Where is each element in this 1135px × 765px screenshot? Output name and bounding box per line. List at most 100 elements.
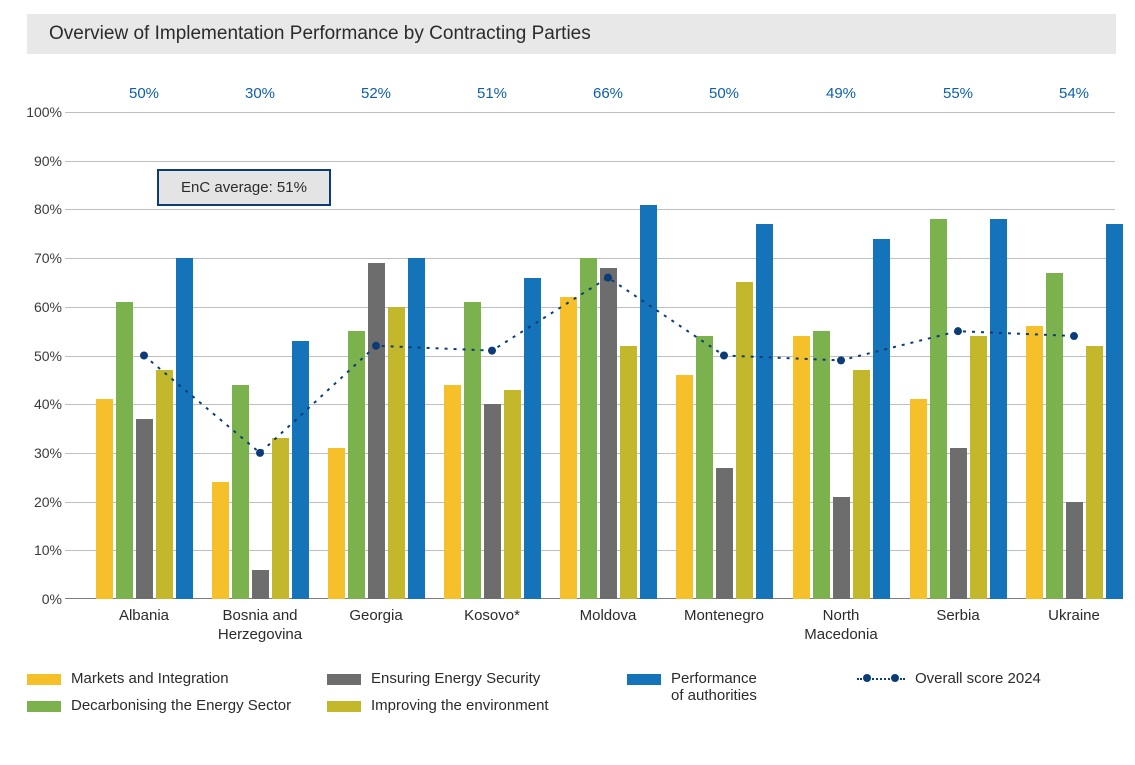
overall-score-dot bbox=[488, 347, 496, 355]
y-tick-label: 90% bbox=[17, 153, 62, 169]
overall-score-dot bbox=[954, 327, 962, 335]
bar-markets bbox=[560, 297, 577, 599]
bar-authorities bbox=[1106, 224, 1123, 599]
legend-swatch bbox=[27, 674, 61, 685]
legend-label: Ensuring Energy Security bbox=[371, 670, 540, 687]
bar-authorities bbox=[408, 258, 425, 599]
legend: Markets and Integration Decarbonising th… bbox=[27, 670, 1117, 714]
gridline bbox=[65, 161, 1115, 162]
bar-authorities bbox=[292, 341, 309, 599]
bar-decarbonise bbox=[232, 385, 249, 599]
y-tick-label: 40% bbox=[17, 396, 62, 412]
legend-label: Markets and Integration bbox=[71, 670, 229, 687]
top-percent-label: 55% bbox=[928, 85, 988, 102]
gridline bbox=[65, 209, 1115, 210]
bar-markets bbox=[444, 385, 461, 599]
legend-label: Performance of authorities bbox=[671, 670, 757, 704]
overall-score-dot bbox=[837, 356, 845, 364]
legend-item-environment: Improving the environment bbox=[327, 697, 627, 714]
bar-decarbonise bbox=[930, 219, 947, 599]
y-tick-label: 100% bbox=[17, 104, 62, 120]
x-category-label: Albania bbox=[84, 607, 204, 626]
x-category-label: Serbia bbox=[898, 607, 1018, 626]
x-category-label: Bosnia and Herzegovina bbox=[200, 607, 320, 645]
bar-security bbox=[484, 404, 501, 599]
bar-security bbox=[600, 268, 617, 599]
bar-markets bbox=[1026, 326, 1043, 599]
top-percent-label: 51% bbox=[462, 85, 522, 102]
y-tick-label: 0% bbox=[17, 591, 62, 607]
y-tick-label: 60% bbox=[17, 299, 62, 315]
bar-decarbonise bbox=[696, 336, 713, 599]
legend-swatch bbox=[627, 674, 661, 685]
top-percent-label: 66% bbox=[578, 85, 638, 102]
chart-title: Overview of Implementation Performance b… bbox=[49, 23, 591, 45]
bar-decarbonise bbox=[348, 331, 365, 599]
bar-authorities bbox=[524, 278, 541, 599]
bar-authorities bbox=[176, 258, 193, 599]
legend-label: Improving the environment bbox=[371, 697, 549, 714]
y-tick-label: 10% bbox=[17, 542, 62, 558]
y-tick-label: 70% bbox=[17, 250, 62, 266]
y-tick-label: 20% bbox=[17, 494, 62, 510]
overall-score-dot bbox=[1070, 332, 1078, 340]
legend-swatch bbox=[327, 701, 361, 712]
x-category-label: Georgia bbox=[316, 607, 436, 626]
top-percent-label: 52% bbox=[346, 85, 406, 102]
bar-decarbonise bbox=[813, 331, 830, 599]
page: Overview of Implementation Performance b… bbox=[0, 0, 1135, 765]
bar-environment bbox=[388, 307, 405, 599]
bar-security bbox=[1066, 502, 1083, 599]
plot-area bbox=[65, 112, 1115, 599]
x-category-label: Ukraine bbox=[1014, 607, 1134, 626]
bar-security bbox=[136, 419, 153, 599]
bar-markets bbox=[96, 399, 113, 599]
legend-col-4: Overall score 2024 bbox=[857, 670, 1077, 714]
legend-item-authorities: Performance of authorities bbox=[627, 670, 857, 704]
legend-swatch bbox=[327, 674, 361, 685]
legend-col-2: Ensuring Energy Security Improving the e… bbox=[327, 670, 627, 714]
legend-item-decarbonise: Decarbonising the Energy Sector bbox=[27, 697, 327, 714]
bar-security bbox=[716, 468, 733, 599]
bar-environment bbox=[853, 370, 870, 599]
bar-security bbox=[368, 263, 385, 599]
title-bar: Overview of Implementation Performance b… bbox=[27, 14, 1116, 54]
bar-environment bbox=[272, 438, 289, 599]
top-percent-label: 54% bbox=[1044, 85, 1104, 102]
bar-markets bbox=[328, 448, 345, 599]
bar-decarbonise bbox=[580, 258, 597, 599]
legend-item-overall: Overall score 2024 bbox=[857, 670, 1077, 687]
gridline bbox=[65, 112, 1115, 113]
bar-environment bbox=[1086, 346, 1103, 599]
bar-decarbonise bbox=[116, 302, 133, 599]
bar-markets bbox=[910, 399, 927, 599]
x-category-label: North Macedonia bbox=[781, 607, 901, 645]
top-percent-label: 30% bbox=[230, 85, 290, 102]
bar-environment bbox=[970, 336, 987, 599]
y-tick-label: 80% bbox=[17, 201, 62, 217]
bar-decarbonise bbox=[464, 302, 481, 599]
top-percent-label: 49% bbox=[811, 85, 871, 102]
top-percent-label: 50% bbox=[114, 85, 174, 102]
y-tick-label: 50% bbox=[17, 348, 62, 364]
bar-security bbox=[950, 448, 967, 599]
bar-authorities bbox=[873, 239, 890, 599]
bar-security bbox=[833, 497, 850, 599]
legend-col-1: Markets and Integration Decarbonising th… bbox=[27, 670, 327, 714]
legend-label: Decarbonising the Energy Sector bbox=[71, 697, 291, 714]
legend-swatch-line bbox=[857, 672, 905, 686]
legend-col-3: Performance of authorities bbox=[627, 670, 857, 714]
bar-authorities bbox=[756, 224, 773, 599]
bar-authorities bbox=[640, 205, 657, 599]
legend-item-markets: Markets and Integration bbox=[27, 670, 327, 687]
top-percent-label: 50% bbox=[694, 85, 754, 102]
bar-decarbonise bbox=[1046, 273, 1063, 599]
y-tick-label: 30% bbox=[17, 445, 62, 461]
bar-security bbox=[252, 570, 269, 599]
legend-swatch bbox=[27, 701, 61, 712]
bar-authorities bbox=[990, 219, 1007, 599]
bar-markets bbox=[793, 336, 810, 599]
x-category-label: Moldova bbox=[548, 607, 668, 626]
x-category-label: Montenegro bbox=[664, 607, 784, 626]
bar-environment bbox=[156, 370, 173, 599]
